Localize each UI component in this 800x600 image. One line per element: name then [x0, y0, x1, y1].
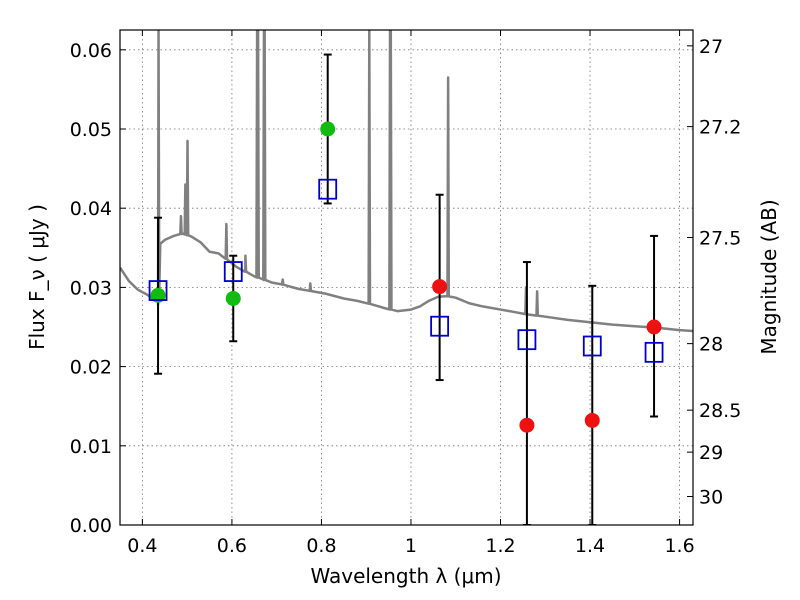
- x-axis-label: Wavelength λ (μm): [310, 564, 501, 588]
- model-point: [644, 341, 664, 363]
- y-tick-label: 0.05: [70, 119, 112, 141]
- right-tick-label: 28.5: [699, 400, 741, 422]
- x-tick-label: 1: [405, 535, 417, 557]
- upper-limit-point: [646, 319, 662, 335]
- model-point: [430, 315, 450, 337]
- right-axis-label: Magnitude (AB): [757, 199, 781, 354]
- y-tick-label: 0.04: [70, 198, 112, 220]
- right-tick-label: 27.5: [699, 228, 741, 250]
- x-tick-label: 1.4: [575, 535, 605, 557]
- model-point: [517, 329, 537, 351]
- detection-point: [225, 290, 241, 306]
- right-axis: 27 27.2 27.5 28 28.5 29 30: [687, 36, 741, 508]
- x-tick-label: 1.2: [485, 535, 515, 557]
- y-axis: 0.00 0.01 0.02 0.03 0.04 0.05 0.06: [70, 40, 126, 537]
- model-point: [582, 335, 602, 357]
- plot-frame: [119, 29, 694, 526]
- x-tick-label: 0.6: [217, 535, 247, 557]
- x-tick-label: 0.4: [127, 535, 157, 557]
- y-axis-label: Flux F_ν ( μJy ): [25, 204, 49, 350]
- right-tick-label: 28: [699, 334, 723, 356]
- model-point: [318, 178, 338, 200]
- model-spectrum: [120, 30, 693, 333]
- upper-limit-point: [432, 279, 448, 295]
- right-tick-label: 27: [699, 36, 723, 58]
- detection-point: [320, 121, 336, 137]
- plot-background: [120, 30, 693, 525]
- y-tick-label: 0.00: [70, 515, 112, 537]
- y-tick-label: 0.01: [70, 436, 112, 458]
- model-point: [148, 280, 168, 301]
- x-axis: 0.4 0.6 0.8 1 1.2 1.4 1.6: [127, 30, 695, 557]
- y-tick-label: 0.06: [70, 40, 112, 62]
- upper-limit-point: [584, 412, 600, 428]
- right-tick-label: 27.2: [699, 117, 741, 139]
- right-tick-label: 29: [699, 442, 723, 464]
- x-tick-label: 1.6: [664, 535, 694, 557]
- data-points: [148, 121, 664, 433]
- y-tick-label: 0.02: [70, 357, 112, 379]
- upper-limit-point: [519, 417, 535, 433]
- detection-point: [150, 287, 166, 303]
- model-point: [223, 261, 243, 282]
- model-spectrum-line: [120, 30, 693, 333]
- y-tick-label: 0.03: [70, 277, 112, 299]
- x-tick-label: 0.8: [306, 535, 336, 557]
- right-tick-label: 30: [699, 486, 723, 508]
